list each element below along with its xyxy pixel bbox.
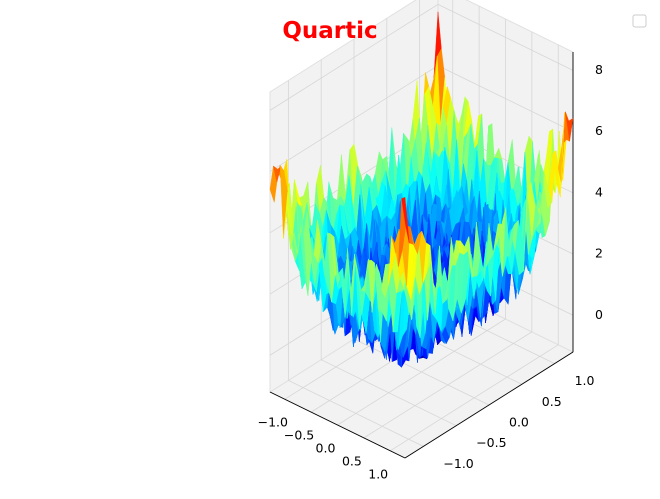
gridline-y <box>288 380 424 447</box>
x-tick-label: 1.0 <box>368 466 388 481</box>
chart-title: Quartic <box>282 18 377 44</box>
gridline-z <box>269 4 439 111</box>
gridline-y <box>321 359 457 427</box>
y-tick-label: 0.0 <box>509 415 529 430</box>
gridline-z <box>437 65 574 132</box>
y-axis-line <box>404 351 574 459</box>
x-tick-label: 0.5 <box>342 453 362 468</box>
legend-box <box>632 14 647 28</box>
z-tick-label: 6 <box>595 123 603 138</box>
z-tick-label: 2 <box>595 246 603 261</box>
gridline-z <box>269 65 439 172</box>
z-tick-label: 8 <box>595 62 603 77</box>
y-tick-label: −1.0 <box>443 456 473 471</box>
gridline-y <box>353 338 490 406</box>
y-tick-label: 1.0 <box>575 373 595 388</box>
z-tick-label: 0 <box>595 307 603 322</box>
z-tick-label: 4 <box>595 184 603 199</box>
x-tick-label: −1.0 <box>258 415 288 430</box>
y-tick-label: −0.5 <box>476 435 506 450</box>
x-tick-label: −0.5 <box>284 428 314 443</box>
y-tick-label: 0.5 <box>542 394 562 409</box>
surface-facet <box>401 197 410 244</box>
surface-mesh <box>269 11 574 368</box>
x-tick-label: 0.0 <box>316 441 336 456</box>
x-axis-line <box>269 391 406 459</box>
axis-lines <box>269 52 574 459</box>
gridline-z <box>437 4 574 71</box>
